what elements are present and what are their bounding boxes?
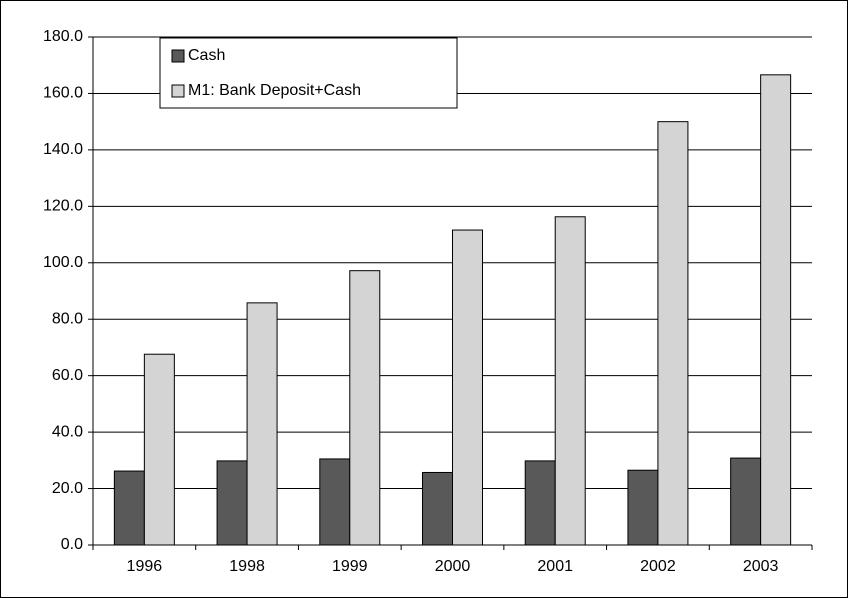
x-tick-label: 1996 [127, 558, 163, 575]
bar [760, 74, 792, 546]
legend-swatch [171, 84, 185, 98]
bar [524, 460, 556, 546]
bar [554, 216, 586, 546]
legend-label: M1: Bank Deposit+Cash [188, 82, 361, 99]
y-tick-label: 60.0 [52, 367, 83, 384]
x-tick-label: 2003 [743, 558, 779, 575]
bar [216, 460, 248, 546]
x-tick-label: 2002 [640, 558, 676, 575]
bar [113, 470, 145, 546]
bar [627, 469, 659, 546]
x-tick-label: 2000 [435, 558, 471, 575]
bar [319, 458, 351, 546]
legend-swatch [171, 49, 185, 63]
legend-box [159, 37, 458, 109]
bar [452, 229, 483, 546]
bar [657, 121, 689, 546]
y-tick-label: 160.0 [43, 85, 83, 102]
x-tick-label: 1998 [229, 558, 265, 575]
bar [246, 302, 278, 546]
y-tick-label: 20.0 [52, 480, 83, 497]
bar [349, 270, 381, 546]
y-tick-label: 0.0 [61, 536, 83, 553]
y-tick-label: 180.0 [43, 28, 83, 45]
bar [422, 471, 453, 546]
x-tick-label: 2001 [537, 558, 573, 575]
y-tick-label: 120.0 [43, 198, 83, 215]
y-tick-label: 80.0 [52, 310, 83, 327]
bar [730, 457, 762, 546]
y-tick-label: 140.0 [43, 141, 83, 158]
bar [143, 353, 175, 546]
x-tick-label: 1999 [332, 558, 368, 575]
y-tick-label: 40.0 [52, 423, 83, 440]
legend-label: Cash [188, 47, 225, 64]
y-tick-label: 100.0 [43, 254, 83, 271]
